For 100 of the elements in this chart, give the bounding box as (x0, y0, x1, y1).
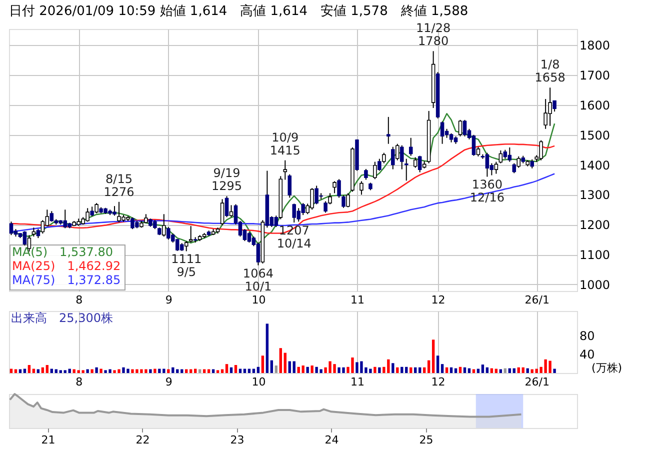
bar (86, 369, 89, 373)
candlestick (498, 150, 503, 164)
candlestick (373, 161, 377, 180)
candlestick (94, 202, 98, 214)
candlestick (476, 146, 480, 157)
bar (149, 369, 152, 373)
candlestick (516, 156, 521, 168)
bar (499, 369, 502, 373)
bar (378, 367, 381, 373)
y-axis-title: (万株) (592, 362, 622, 374)
bar (230, 367, 233, 373)
candlestick (472, 134, 476, 156)
y-tick-label: 1800 (580, 38, 610, 53)
bar (202, 369, 206, 373)
candlestick (247, 232, 252, 244)
x-tick-label: 12 (431, 294, 446, 306)
y-tick-label: 1000 (580, 278, 610, 292)
candlestick (220, 198, 224, 226)
candlestick (184, 240, 188, 252)
bar (185, 369, 188, 373)
bar (198, 369, 202, 373)
candlestick (288, 174, 292, 198)
bar (436, 356, 440, 373)
bar (220, 369, 224, 373)
bar (553, 368, 556, 373)
bar (306, 366, 309, 373)
y-tick-label: 1700 (580, 68, 610, 83)
x-tick-label: 23 (230, 434, 244, 446)
x-tick-label: 22 (136, 434, 150, 446)
bar (95, 367, 98, 373)
x-tick-label: 21 (41, 434, 56, 446)
bar (225, 364, 228, 373)
bar (517, 367, 520, 373)
bar (167, 369, 170, 373)
bar (36, 369, 40, 373)
candlestick (508, 146, 512, 162)
x-tick-label: 11 (350, 376, 364, 388)
x-tick-label: 10 (252, 294, 266, 306)
candlestick (40, 220, 45, 234)
bar (522, 367, 524, 373)
candlestick (408, 137, 413, 156)
candlestick (404, 158, 408, 182)
candlestick (485, 152, 490, 178)
annotation: 10/9 1415 (270, 130, 300, 158)
annotation: 1111 9/5 (171, 252, 202, 280)
bar (256, 366, 260, 373)
bar (261, 356, 264, 373)
annotation: 1/8 1658 (534, 58, 566, 85)
bar (288, 361, 291, 373)
bar (427, 360, 430, 373)
bar (46, 365, 49, 373)
x-tick-label: 9 (165, 376, 172, 388)
x-tick-label: 11 (350, 294, 364, 306)
candlestick (332, 180, 336, 194)
bar (396, 367, 399, 373)
bar (14, 369, 18, 373)
candlestick (50, 210, 54, 222)
candlestick (292, 203, 296, 224)
x-tick-label: 26/1 (524, 294, 550, 306)
candlestick (364, 168, 368, 180)
candlestick (440, 120, 444, 144)
bar (90, 369, 94, 373)
candlestick (382, 152, 386, 164)
bar (207, 369, 210, 373)
bar (216, 370, 220, 373)
candlestick (229, 204, 234, 218)
annotation: 9/19 1295 (211, 166, 242, 194)
y-tick-label: 40 (580, 348, 595, 362)
chart-title: 出来高 25,300株 (11, 311, 113, 325)
bar (458, 366, 462, 373)
bar (472, 369, 476, 373)
bar (41, 367, 44, 373)
candlestick (9, 221, 14, 236)
line-series (10, 144, 556, 234)
bar (212, 369, 215, 373)
annotation: 1064 10/1 (242, 266, 274, 294)
bar (279, 348, 282, 373)
bar (100, 368, 102, 373)
x-tick-label: 8 (76, 376, 83, 388)
x-tick-label: 9 (165, 294, 172, 306)
bar (154, 368, 156, 373)
bar (176, 369, 179, 373)
text: MA(25) 1,462.92 (12, 259, 121, 273)
bar (172, 367, 174, 373)
bar (292, 361, 296, 373)
bar (274, 365, 278, 373)
bar (414, 367, 417, 373)
x-tick-label: 25 (419, 434, 434, 446)
candlestick (346, 192, 350, 208)
candlestick (413, 156, 418, 168)
bar (432, 340, 435, 373)
bar (297, 366, 300, 373)
candlestick (396, 143, 400, 161)
bar (481, 364, 484, 373)
bar (28, 365, 31, 373)
y-tick-label: 1600 (580, 98, 610, 112)
bar (180, 369, 184, 373)
candlestick (494, 161, 498, 174)
annotation: 1360 12/16 (470, 178, 504, 205)
x-tick-label: 12 (431, 376, 446, 388)
